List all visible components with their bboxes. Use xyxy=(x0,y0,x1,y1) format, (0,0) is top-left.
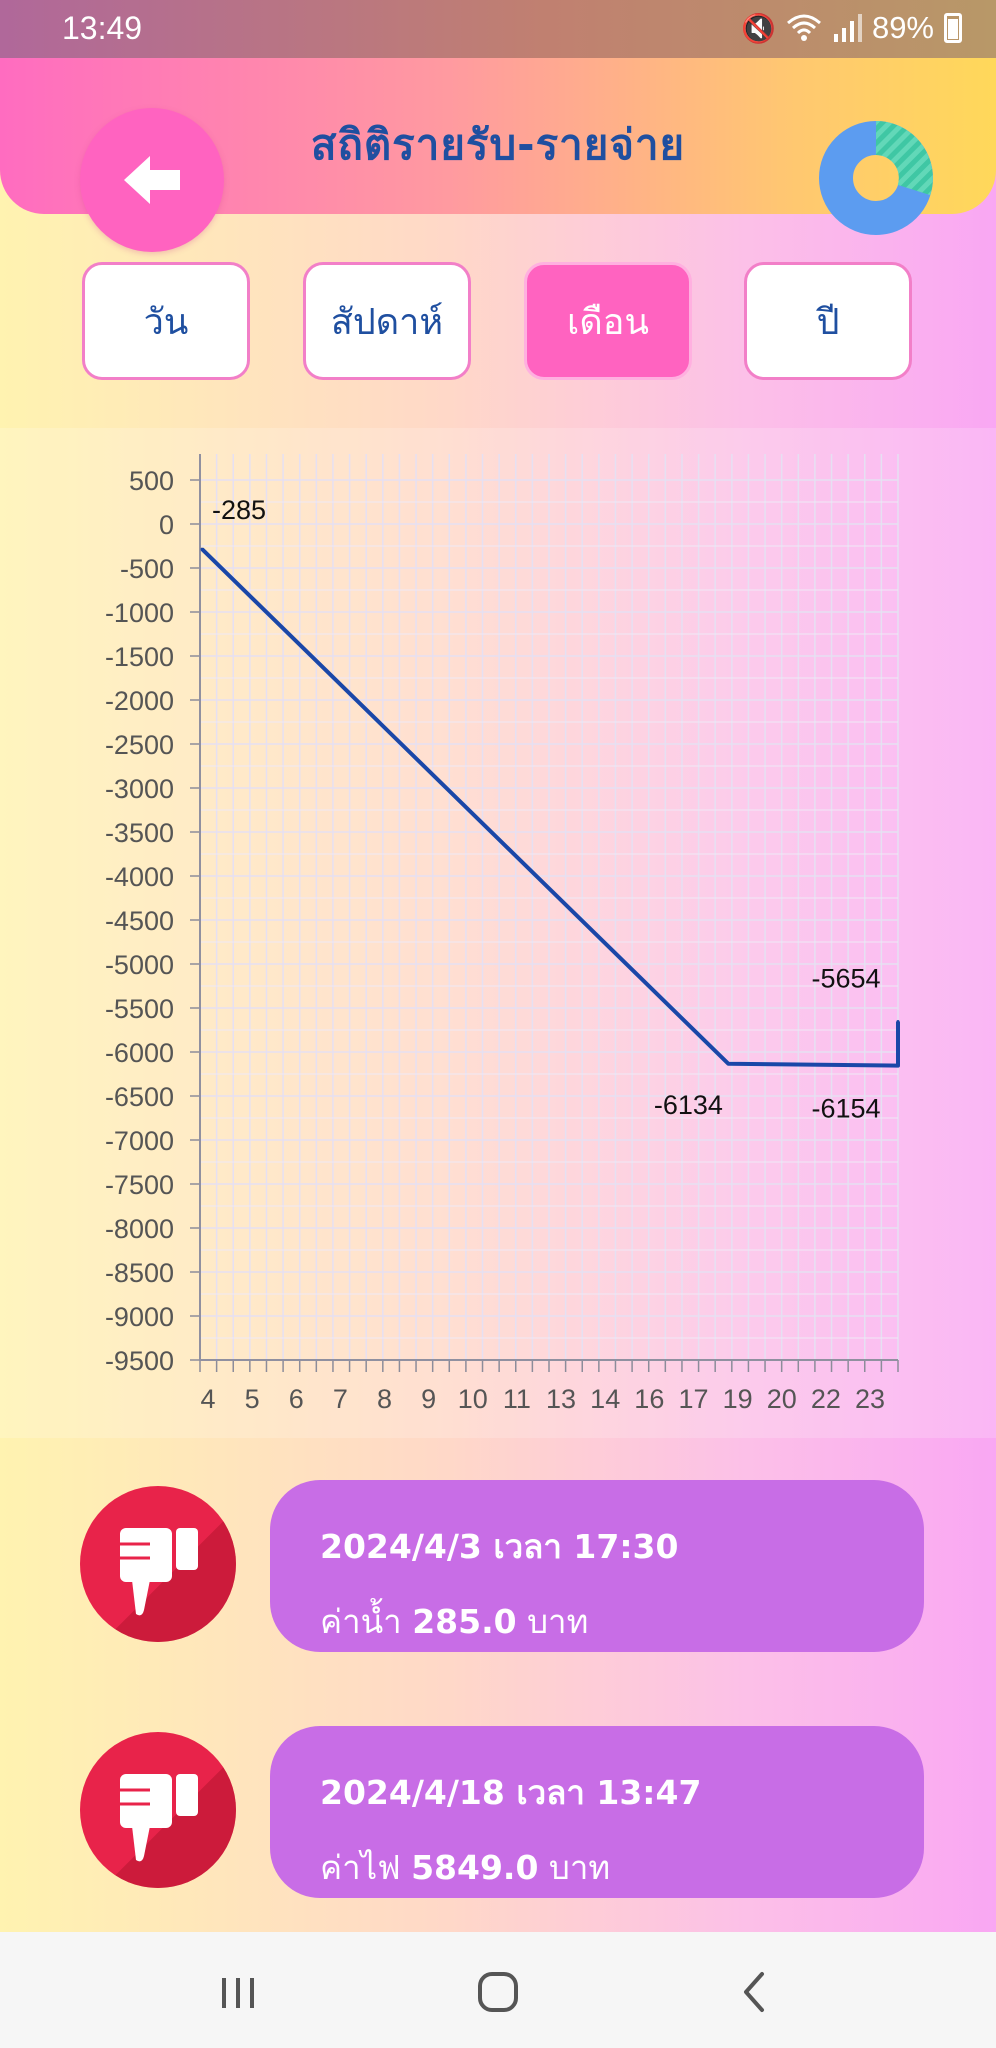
data-label: -6154 xyxy=(811,1094,880,1124)
y-tick-label: -500 xyxy=(120,554,174,584)
home-icon[interactable] xyxy=(468,1962,528,2022)
tab-day[interactable]: วัน xyxy=(82,262,250,380)
thumbs-down-icon xyxy=(120,1528,198,1616)
y-tick-label: -5000 xyxy=(105,950,174,980)
transaction-datetime: 2024/4/3 เวลา 17:30 xyxy=(320,1527,679,1566)
tab-month[interactable]: เดือน xyxy=(524,262,692,380)
transaction-card[interactable]: 2024/4/3 เวลา 17:30 ค่าน้ำ 285.0 บาท xyxy=(270,1480,924,1652)
transaction-item[interactable]: 2024/4/3 เวลา 17:30 ค่าน้ำ 285.0 บาท xyxy=(0,1480,996,1652)
expense-badge xyxy=(80,1486,236,1642)
x-tick-label: 8 xyxy=(377,1384,392,1414)
y-tick-label: -7000 xyxy=(105,1126,174,1156)
status-bar: 13:49 🔇 89% xyxy=(0,0,996,58)
y-tick-label: -9000 xyxy=(105,1302,174,1332)
x-tick-label: 20 xyxy=(767,1384,797,1414)
transaction-amount: 285.0 xyxy=(412,1602,517,1641)
donut-chart-icon xyxy=(819,121,933,235)
line-chart: 500 0 -500 -1000 -1500 -2000 -2500 -3000 -3500 -4… xyxy=(0,428,996,1438)
tab-week[interactable]: สัปดาห์ xyxy=(303,262,471,380)
expense-badge xyxy=(80,1732,236,1888)
data-label: -6134 xyxy=(654,1090,723,1120)
signal-icon xyxy=(833,14,862,42)
transaction-card[interactable]: 2024/4/18 เวลา 13:47 ค่าไฟ 5849.0 บาท xyxy=(270,1726,924,1898)
y-tick-label: -3500 xyxy=(105,818,174,848)
y-tick-label: -1000 xyxy=(105,598,174,628)
transaction-detail: ค่าน้ำ 285.0 บาท xyxy=(320,1595,924,1648)
y-tick-label: -9500 xyxy=(105,1346,174,1376)
x-tick-label: 14 xyxy=(590,1384,620,1414)
transaction-item[interactable]: 2024/4/18 เวลา 13:47 ค่าไฟ 5849.0 บาท xyxy=(0,1726,996,1898)
x-tick-label: 13 xyxy=(546,1384,576,1414)
x-tick-label: 19 xyxy=(723,1384,753,1414)
data-point xyxy=(896,1020,900,1024)
data-point xyxy=(896,1064,900,1068)
x-tick-label: 23 xyxy=(855,1384,885,1414)
battery-percent: 89% xyxy=(871,10,934,45)
y-tick-label: -6500 xyxy=(105,1082,174,1112)
back-button[interactable] xyxy=(80,108,224,252)
data-point xyxy=(200,547,204,551)
y-tick-label: 500 xyxy=(129,466,174,496)
transaction-amount: 5849.0 xyxy=(411,1848,539,1887)
y-tick-label: -4500 xyxy=(105,906,174,936)
transaction-label: ค่าน้ำ xyxy=(320,1602,402,1641)
mute-icon: 🔇 xyxy=(741,12,776,44)
y-tick-label: -1500 xyxy=(105,642,174,672)
app-header xyxy=(0,58,996,252)
y-tick-label: -5500 xyxy=(105,994,174,1024)
x-tick-label: 11 xyxy=(503,1384,531,1414)
back-nav-icon[interactable] xyxy=(726,1962,786,2022)
data-label: -5654 xyxy=(811,964,880,994)
y-tick-label: 0 xyxy=(159,510,174,540)
balance-chart: 500 0 -500 -1000 -1500 -2000 -2500 -3000 -3500 -4… xyxy=(0,428,996,1438)
y-tick-label: -8000 xyxy=(105,1214,174,1244)
series-line xyxy=(200,547,900,1068)
x-tick-label: 9 xyxy=(421,1384,436,1414)
x-tick-label: 4 xyxy=(200,1384,215,1414)
data-label: -285 xyxy=(212,495,266,525)
x-tick-label: 16 xyxy=(634,1384,664,1414)
stats-button[interactable] xyxy=(818,120,934,236)
y-tick-label: -6000 xyxy=(105,1038,174,1068)
battery-icon xyxy=(944,13,962,43)
transaction-unit: บาท xyxy=(548,1848,611,1887)
y-tick-label: -7500 xyxy=(105,1170,174,1200)
recent-apps-icon[interactable] xyxy=(208,1962,268,2022)
chart-background xyxy=(0,428,996,1438)
x-tick-label: 17 xyxy=(678,1384,708,1414)
wifi-icon xyxy=(786,14,821,41)
y-tick-label: -8500 xyxy=(105,1258,174,1288)
x-tick-label: 10 xyxy=(458,1384,488,1414)
thumbs-down-icon xyxy=(120,1774,198,1862)
arrow-left-icon xyxy=(124,156,180,204)
transaction-detail: ค่าไฟ 5849.0 บาท xyxy=(320,1841,924,1894)
data-point xyxy=(726,1062,730,1066)
x-tick-label: 5 xyxy=(245,1384,260,1414)
x-tick-label: 7 xyxy=(333,1384,348,1414)
page-title: สถิติรายรับ-รายจ่าย xyxy=(310,120,686,169)
status-time: 13:49 xyxy=(62,10,143,46)
y-tick-label: -3000 xyxy=(105,774,174,804)
y-tick-label: -4000 xyxy=(105,862,174,892)
system-nav-bar xyxy=(0,1932,996,2048)
status-icons: 🔇 89% xyxy=(741,10,962,46)
transaction-datetime: 2024/4/18 เวลา 13:47 xyxy=(320,1773,702,1812)
x-tick-label: 6 xyxy=(289,1384,304,1414)
transaction-unit: บาท xyxy=(527,1602,589,1641)
y-tick-label: -2500 xyxy=(105,730,174,760)
y-tick-label: -2000 xyxy=(105,686,174,716)
x-tick-label: 22 xyxy=(811,1384,841,1414)
transaction-label: ค่าไฟ xyxy=(320,1848,401,1887)
tab-year[interactable]: ปี xyxy=(744,262,912,380)
